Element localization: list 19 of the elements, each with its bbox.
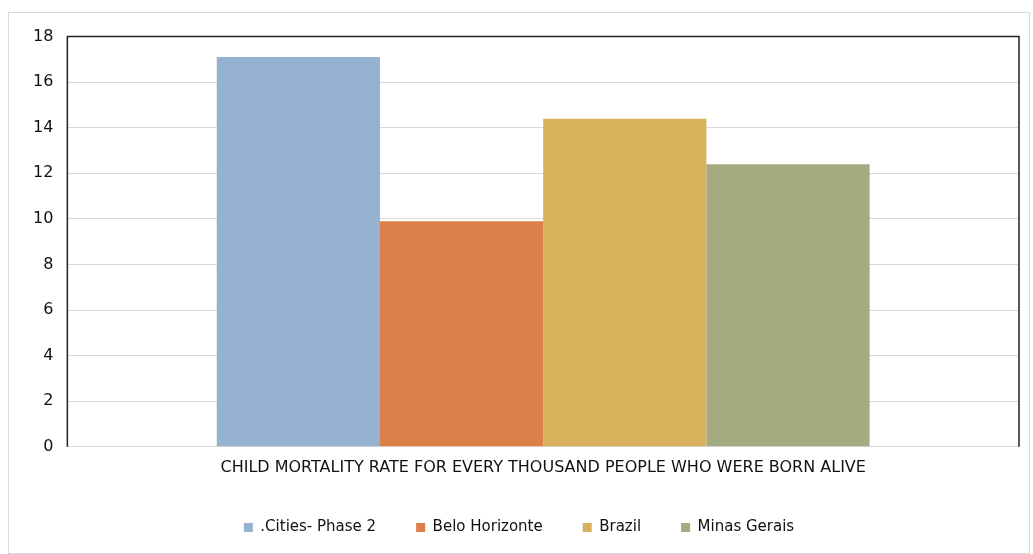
y-tick-label: 10	[33, 208, 54, 228]
y-tick-label: 8	[43, 253, 54, 273]
legend-label: Minas Gerais	[697, 517, 795, 536]
bar	[543, 118, 707, 447]
y-tick-label: 12	[33, 162, 54, 182]
y-tick-label: 14	[33, 116, 54, 136]
bar	[379, 221, 544, 447]
y-tick-label: 4	[43, 344, 54, 364]
legend-label: .Cities- Phase 2	[260, 517, 377, 536]
y-tick-label: 2	[43, 390, 54, 410]
y-tick-label: 16	[33, 71, 54, 91]
legend-label: Brazil	[599, 517, 642, 536]
y-tick-label: 18	[33, 25, 54, 45]
y-tick-label: 6	[43, 299, 54, 319]
legend-label: Belo Horizonte	[432, 517, 543, 536]
x-tick-label: CHILD MORTALITY RATE FOR EVERY THOUSAND PEOPLE WHO WERE BORN ALIVE	[220, 456, 866, 476]
bar	[706, 164, 870, 447]
y-tick-label: 0	[43, 435, 54, 455]
bar	[216, 57, 380, 447]
